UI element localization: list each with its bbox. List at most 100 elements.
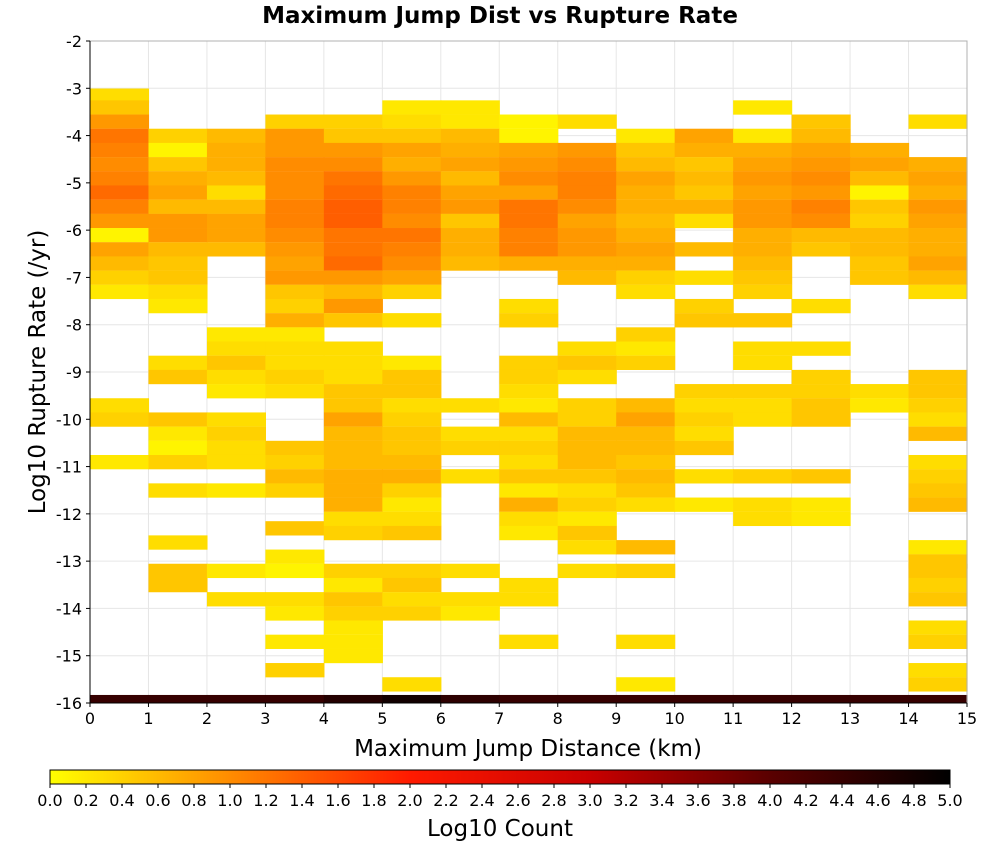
heatmap-cell: [499, 592, 559, 607]
heatmap-cell-bottom: [90, 694, 150, 703]
heatmap-cell: [499, 511, 559, 527]
heatmap-cell: [499, 412, 559, 427]
heatmap-cell: [382, 242, 442, 257]
heatmap-cell: [265, 298, 325, 314]
heatmap-cell: [674, 199, 734, 214]
heatmap-cell: [674, 185, 734, 200]
colorbar-label: Log10 Count: [427, 816, 573, 842]
heatmap-cell: [206, 185, 266, 200]
heatmap-cell: [733, 497, 793, 512]
heatmap-cell: [674, 398, 734, 413]
heatmap-cell: [323, 128, 383, 144]
heatmap-cell: [674, 440, 734, 456]
heatmap-cell: [557, 256, 617, 271]
heatmap-cell: [557, 511, 617, 527]
heatmap-cell: [908, 384, 968, 399]
heatmap-cell: [206, 157, 266, 172]
heatmap-cell: [148, 355, 208, 370]
heatmap-cell: [733, 128, 793, 144]
heatmap-cell: [90, 270, 150, 285]
heatmap-cell: [557, 185, 617, 200]
heatmap-cell: [616, 185, 676, 200]
heatmap-cell: [616, 256, 676, 271]
heatmap-cell: [616, 497, 676, 512]
heatmap-cell: [791, 511, 851, 527]
heatmap-cell-bottom: [440, 694, 500, 703]
heatmap-cell: [323, 284, 383, 300]
heatmap-cell: [265, 469, 325, 484]
heatmap-cell: [323, 426, 383, 441]
colorbar-tick-label: 1.2: [253, 791, 278, 810]
heatmap-cell: [616, 483, 676, 498]
x-tick-label: 12: [781, 709, 801, 728]
heatmap-cell: [206, 341, 266, 356]
heatmap-cell: [265, 157, 325, 172]
heatmap-cell: [733, 242, 793, 257]
heatmap-cell: [499, 483, 559, 498]
heatmap-cell: [206, 355, 266, 370]
heatmap-cell: [382, 256, 442, 271]
heatmap-cell: [499, 185, 559, 200]
heatmap-cell: [148, 454, 208, 470]
heatmap-cell: [674, 213, 734, 229]
heatmap-cell: [616, 440, 676, 456]
heatmap-cell: [440, 185, 500, 200]
heatmap-cell: [90, 88, 150, 103]
heatmap-cell: [323, 341, 383, 356]
heatmap-cell: [382, 497, 442, 512]
heatmap-cell: [733, 171, 793, 186]
heatmap-cell: [557, 412, 617, 427]
heatmap-cell: [265, 185, 325, 200]
heatmap-cell: [499, 228, 559, 243]
x-tick-label: 8: [553, 709, 563, 728]
heatmap-cell: [206, 128, 266, 144]
heatmap-cell: [382, 185, 442, 200]
heatmap-cell: [499, 398, 559, 413]
heatmap-cell: [616, 213, 676, 229]
colorbar-tick-label: 2.6: [505, 791, 530, 810]
heatmap-cell: [499, 369, 559, 385]
heatmap-cell: [616, 171, 676, 186]
heatmap-cell: [733, 341, 793, 356]
heatmap-cell: [90, 398, 150, 413]
heatmap-cell: [908, 270, 968, 285]
heatmap-cell: [206, 426, 266, 441]
heatmap-cell: [382, 171, 442, 186]
y-tick-label: -9: [66, 363, 82, 382]
heatmap-cell: [557, 369, 617, 385]
heatmap-cell: [206, 440, 266, 456]
y-tick-label: -5: [66, 174, 82, 193]
heatmap-cell: [206, 384, 266, 399]
heatmap-cell: [616, 563, 676, 579]
heatmap-cell: [265, 284, 325, 300]
heatmap-cell: [265, 242, 325, 257]
heatmap-cell: [499, 114, 559, 129]
heatmap-cell: [616, 398, 676, 413]
heatmap-cell: [265, 563, 325, 579]
heatmap-cell: [674, 313, 734, 328]
heatmap-cell: [90, 157, 150, 172]
heatmap-cell: [148, 199, 208, 214]
heatmap-cell: [616, 454, 676, 470]
heatmap-cell: [148, 228, 208, 243]
heatmap-cell: [616, 228, 676, 243]
heatmap-cell: [616, 355, 676, 370]
y-tick-label: -15: [56, 647, 82, 666]
heatmap-cell: [908, 483, 968, 498]
heatmap-cell: [323, 606, 383, 621]
heatmap-cell-bottom: [674, 694, 734, 703]
heatmap-cell: [674, 497, 734, 512]
heatmap-cell: [674, 469, 734, 484]
heatmap-cell: [206, 327, 266, 342]
y-tick-label: -10: [56, 410, 82, 429]
heatmap-cell: [265, 270, 325, 285]
heatmap-cell: [265, 341, 325, 356]
heatmap-cell: [323, 592, 383, 607]
heatmap-cell-bottom: [323, 694, 383, 703]
x-tick-label: 3: [260, 709, 270, 728]
heatmap-cell: [148, 412, 208, 427]
heatmap-cell: [382, 270, 442, 285]
heatmap-cell: [206, 454, 266, 470]
heatmap-cell: [791, 213, 851, 229]
y-tick-label: -4: [66, 127, 82, 146]
